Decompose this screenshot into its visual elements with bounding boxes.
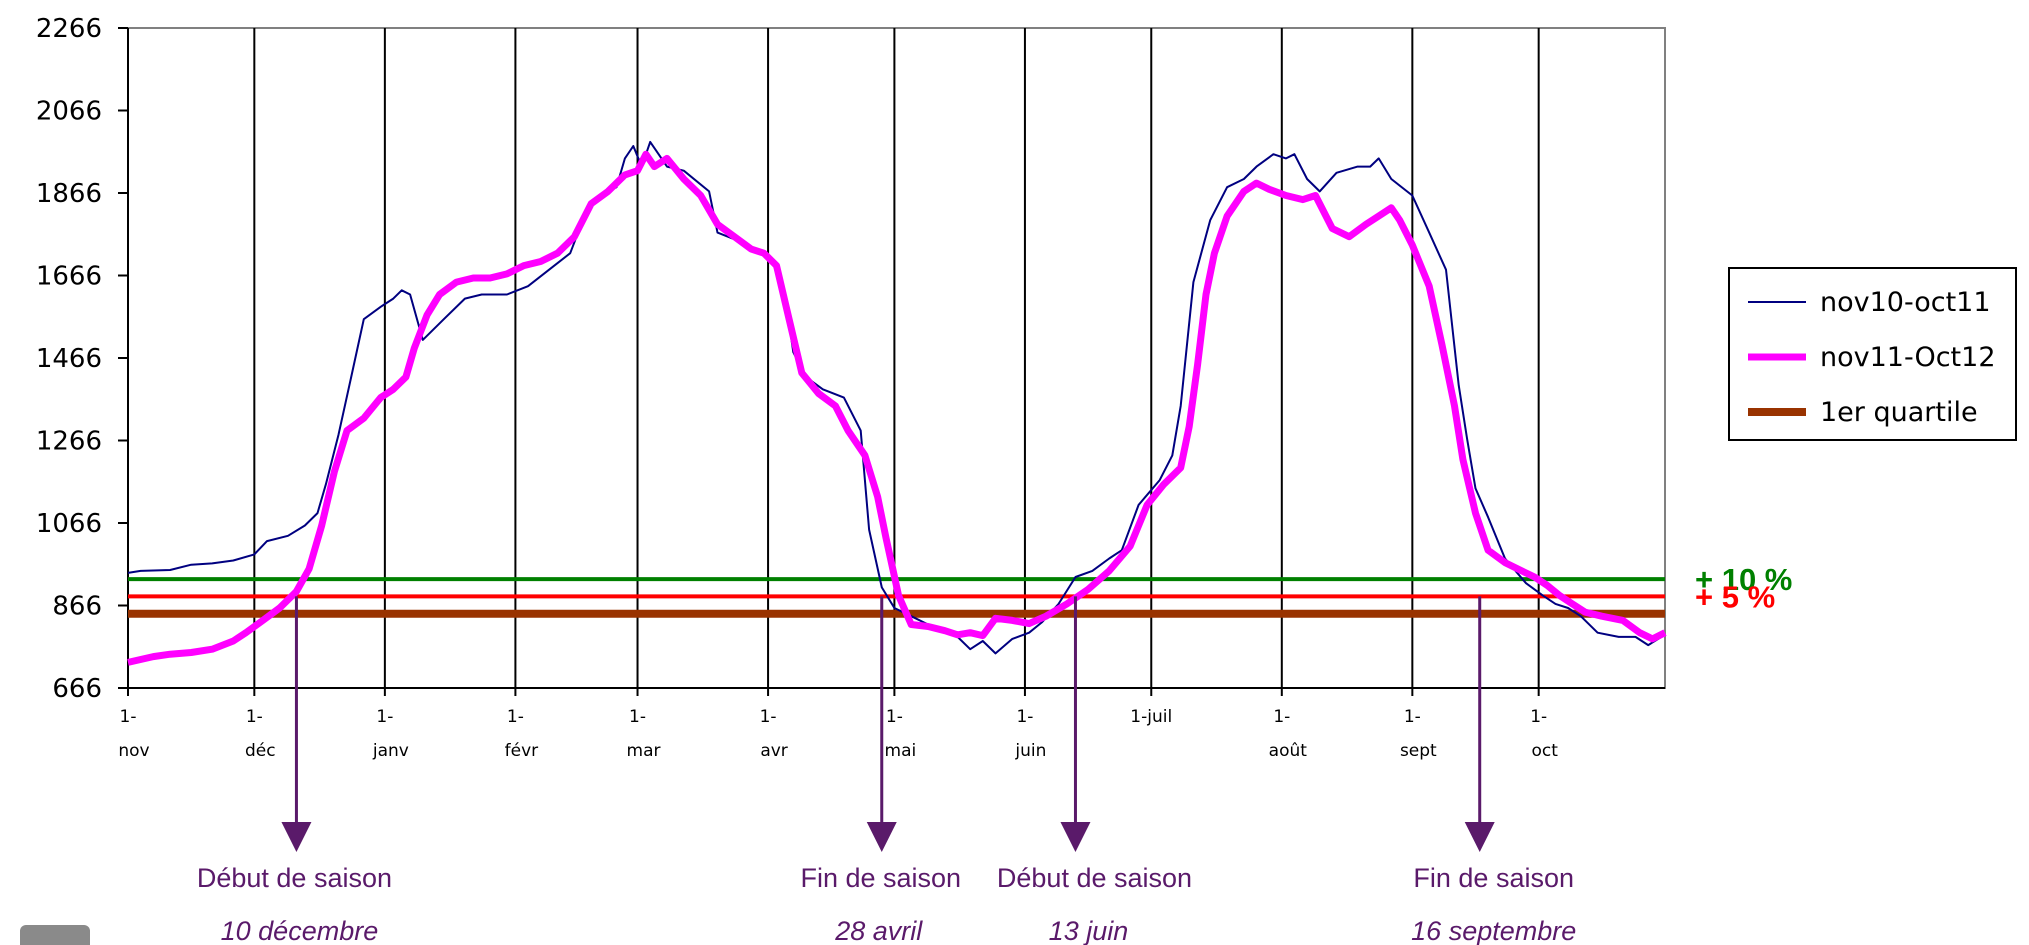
x-axis: 1-nov1-déc1-janv1-févr1-mar1-avr1-mai1-j… [118,688,1558,761]
annotation-title-1: Fin de saison [800,863,961,893]
x-tick-label-line2: juin [1014,741,1046,761]
x-tick-label-line1: 1- [246,707,263,727]
x-tick-label-line2: mai [885,741,917,761]
annotation-title-3: Fin de saison [1413,863,1574,893]
x-tick-label-line1: 1- [376,707,393,727]
y-tick-label: 1466 [36,344,102,374]
y-tick-label: 1066 [36,509,102,539]
season-annotations: Début de saison 10 décembre Fin de saison 2… [197,596,1576,945]
x-tick-label-line1: 1- [1016,707,1033,727]
x-tick-label-line1: 1- [629,707,646,727]
x-tick-label-line1: 1- [120,707,137,727]
annotation-date-2: 13 juin [1049,916,1129,945]
x-tick-label-line2: mar [627,741,661,761]
annotation-title-0: Début de saison [197,863,392,893]
y-tick-label: 1866 [36,179,102,209]
y-tick-label: 866 [52,592,102,622]
reference-line-label-1: + 5 % [1695,579,1775,614]
annotation-date-1: 28 avril [834,916,923,945]
y-tick-label: 1266 [36,427,102,457]
x-tick-label-line1: 1- [1530,707,1547,727]
x-tick-label-line1: 1- [886,707,903,727]
x-tick-label-line1: 1- [760,707,777,727]
x-tick-label-line1: 1- [1404,707,1421,727]
annotation-date-3: 16 septembre [1411,916,1576,945]
x-tick-label-line1: 1- [507,707,524,727]
x-tick-label-line2: sept [1400,741,1437,761]
annotation-arrow-head-2 [1060,822,1091,852]
x-tick-label-line2: févr [505,741,539,761]
legend-label-nov11-oct12: nov11-Oct12 [1820,342,1996,373]
x-tick-label-line2: déc [245,741,276,761]
annotation-arrow-head-0 [281,822,312,852]
x-tick-label-line2: janv [372,741,409,761]
series-line-nov11-Oct12 [127,150,1667,666]
y-tick-label: 2266 [36,14,102,44]
x-tick-label-line1: 1- [1273,707,1290,727]
annotation-date-0: 10 décembre [221,916,379,945]
reference-line-label-0: + 10 % [1695,562,1792,597]
x-tick-label-line2: août [1269,741,1308,761]
legend: nov10-oct11 nov11-Oct12 1er quartile [1728,267,2017,441]
logo [20,925,90,945]
x-tick-label-line2: nov [118,741,149,761]
annotation-arrow-head-1 [866,822,897,852]
x-tick-label-line2: oct [1531,741,1558,761]
annotation-arrow-head-3 [1464,822,1495,852]
annotation-title-2: Début de saison [997,863,1192,893]
x-tick-label-line2: avr [760,741,787,761]
y-tick-label: 2066 [36,97,102,127]
y-tick-label: 666 [52,674,102,704]
legend-label-nov10-oct11: nov10-oct11 [1820,287,1991,318]
series-lines [127,140,1667,666]
x-tick-label-line1: 1-juil [1130,707,1172,727]
y-axis: 666 866 1066 1266 1466 1666 1866 2066 2266 [36,14,128,704]
y-tick-label: 1666 [36,262,102,292]
legend-label-1er-quartile: 1er quartile [1820,397,1978,428]
